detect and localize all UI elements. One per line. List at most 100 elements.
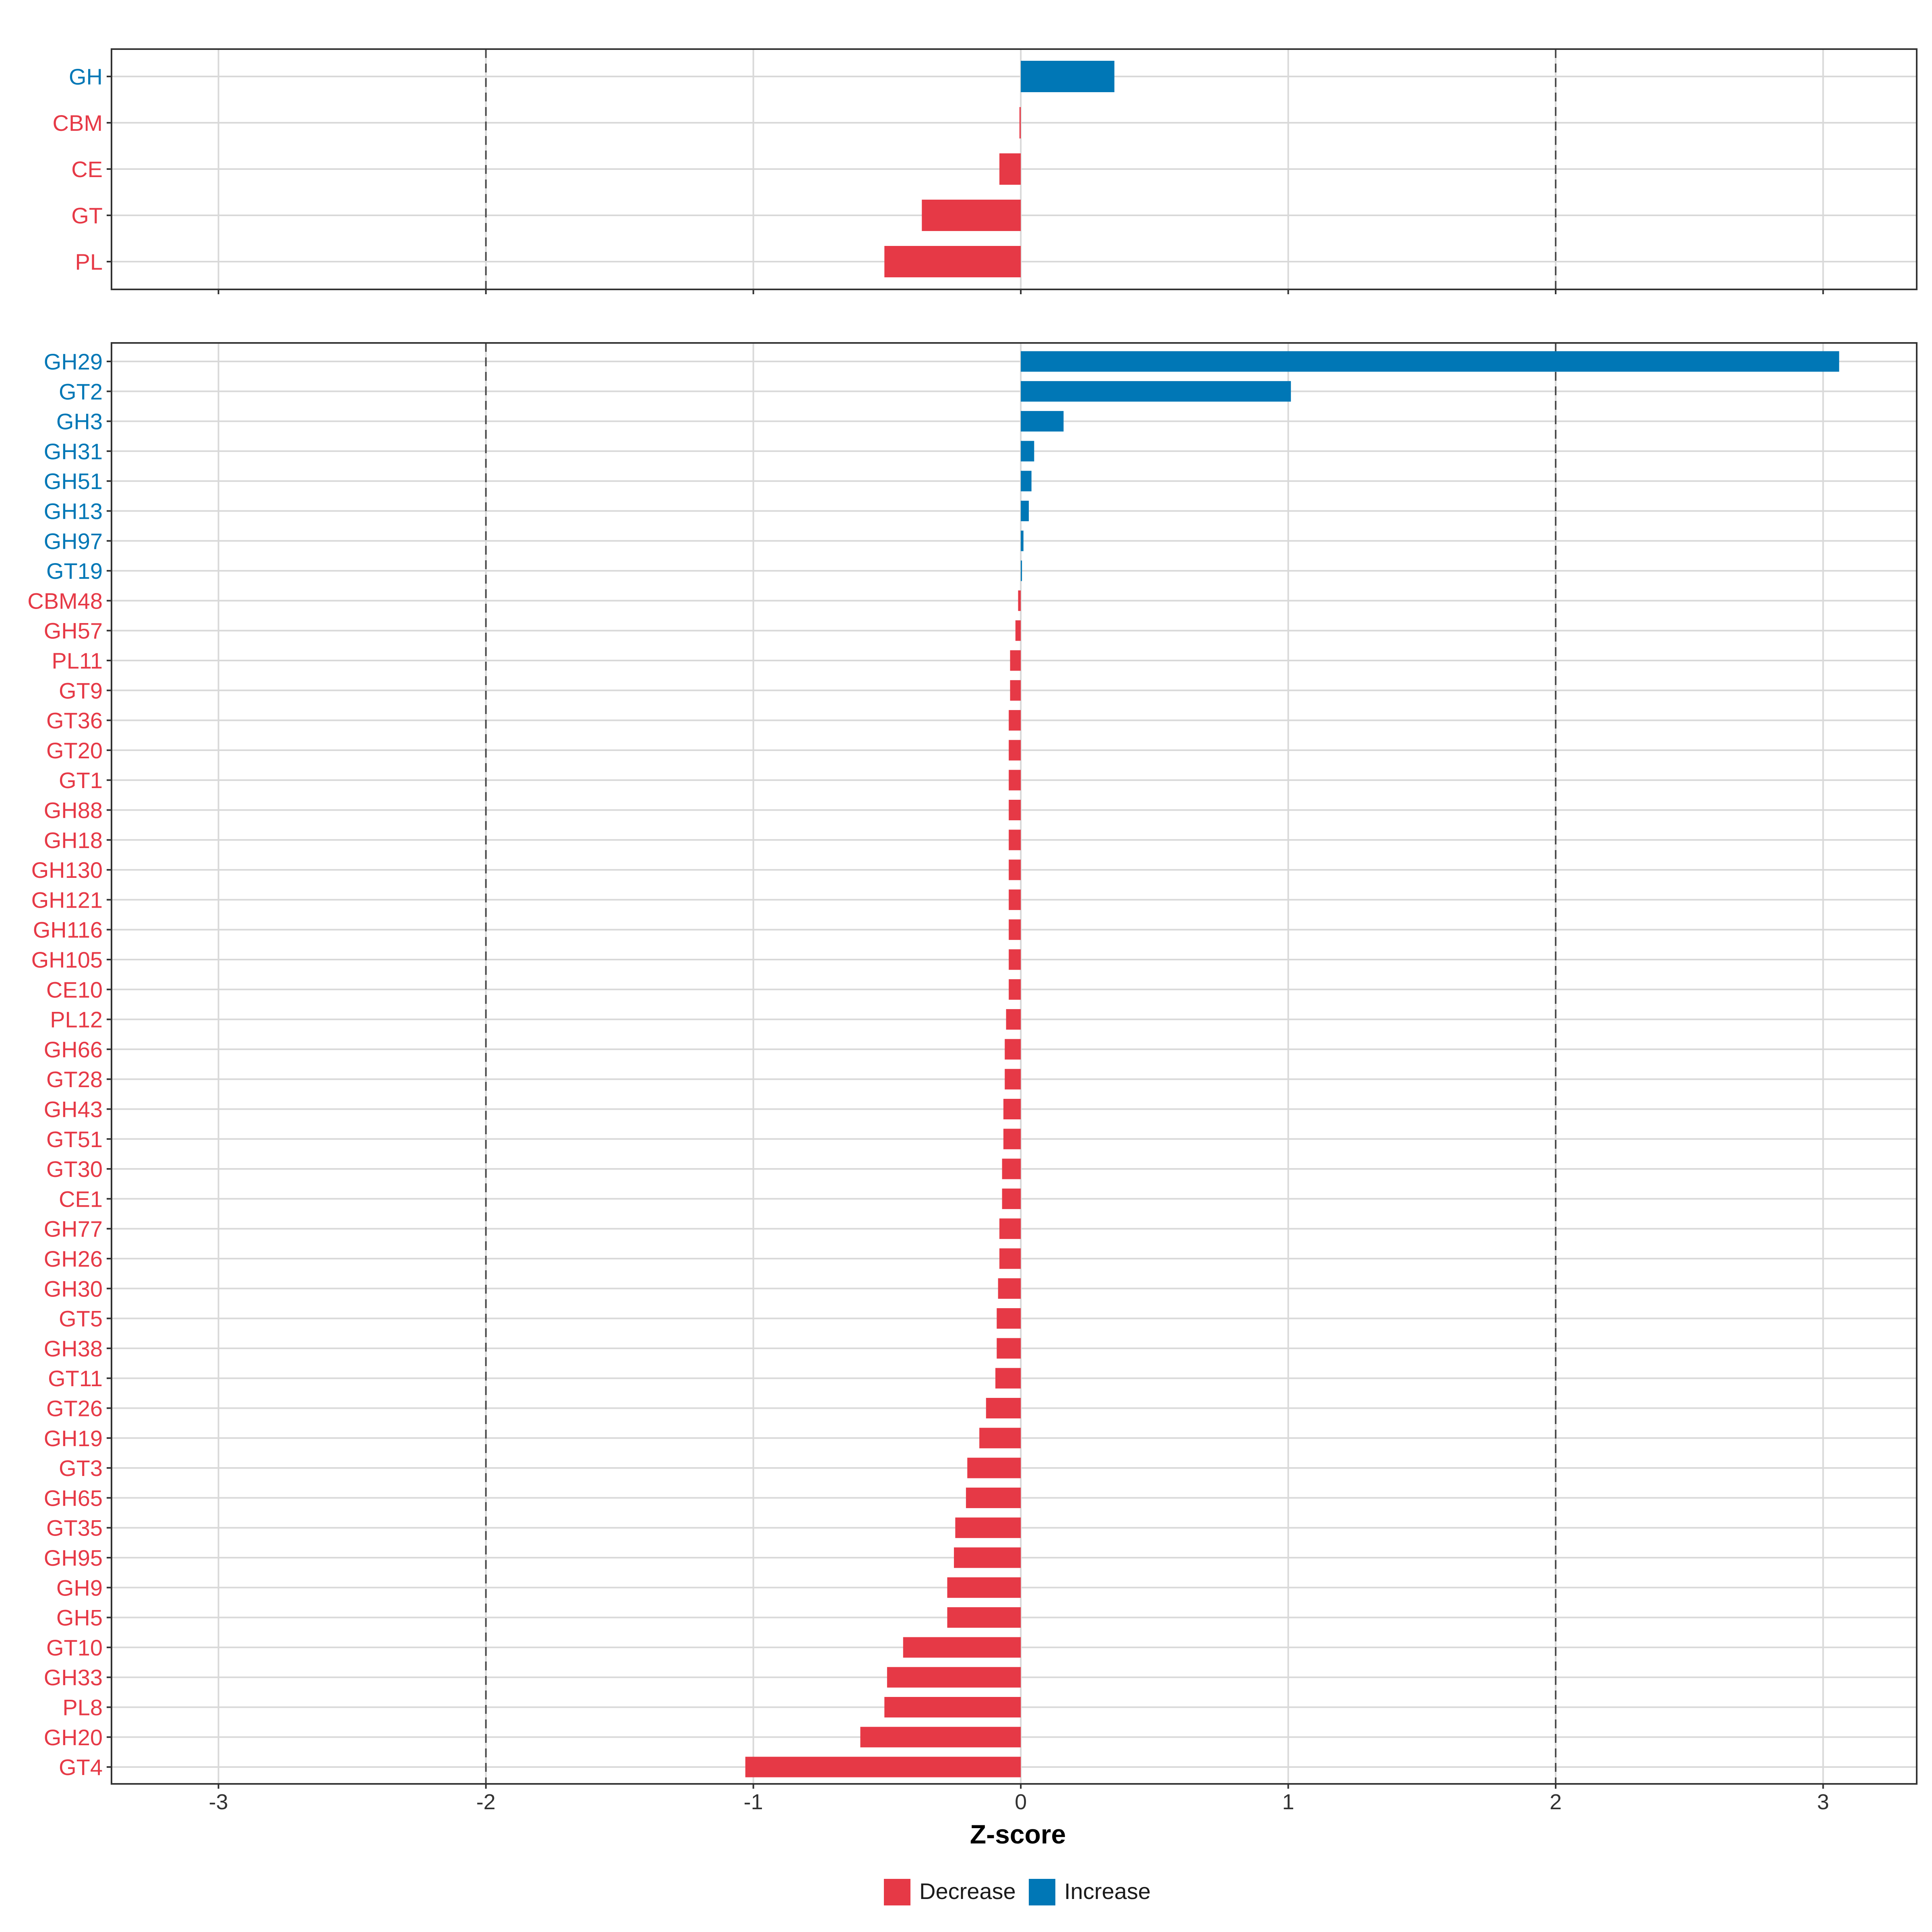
family-bar-GT1 — [1009, 770, 1021, 791]
family-bar-GH121 — [1009, 889, 1021, 910]
family-label-GT20: GT20 — [46, 738, 103, 763]
x-tick-label: 3 — [1817, 1790, 1829, 1814]
family-bar-GT51 — [1003, 1129, 1021, 1150]
family-label-GH97: GH97 — [44, 528, 103, 554]
family-bar-GH116 — [1009, 919, 1021, 940]
family-bar-GH5 — [947, 1607, 1021, 1628]
family-label-GH18: GH18 — [44, 828, 103, 853]
family-bar-GH38 — [997, 1338, 1021, 1359]
family-label-GH5: GH5 — [56, 1605, 103, 1631]
family-label-GH116: GH116 — [33, 917, 103, 943]
class-bar-CE — [999, 153, 1021, 185]
family-label-GT26: GT26 — [46, 1396, 103, 1421]
family-panel-border — [111, 342, 1918, 1785]
family-bar-GH65 — [966, 1487, 1021, 1508]
family-bar-GT19 — [1021, 560, 1022, 581]
class-bar-CBM — [1019, 107, 1021, 138]
family-label-GH121: GH121 — [31, 887, 103, 912]
family-label-GT9: GT9 — [59, 678, 103, 703]
family-label-CBM48: CBM48 — [27, 588, 103, 613]
family-bar-GT36 — [1009, 710, 1021, 731]
family-bar-GH9 — [947, 1577, 1021, 1598]
family-bar-GT28 — [1005, 1069, 1021, 1090]
family-label-GT10: GT10 — [46, 1635, 103, 1660]
family-bar-GH57 — [1015, 620, 1021, 641]
family-label-GT1: GT1 — [59, 768, 103, 793]
class-bar-GT — [922, 200, 1021, 231]
family-bar-CE1 — [1002, 1188, 1021, 1209]
family-bar-GH20 — [860, 1727, 1021, 1748]
legend-swatch-increase — [1029, 1879, 1055, 1905]
family-bar-GT20 — [1009, 740, 1021, 761]
family-bar-GT9 — [1010, 680, 1021, 701]
x-tick-label: 1 — [1282, 1790, 1294, 1814]
x-tick-label: -1 — [744, 1790, 763, 1814]
family-bar-GH29 — [1021, 351, 1839, 372]
family-bar-GT11 — [995, 1368, 1021, 1389]
family-label-GH29: GH29 — [44, 349, 103, 374]
family-bar-GH66 — [1005, 1039, 1021, 1060]
legend: Decrease Increase — [884, 1878, 1151, 1905]
class-bar-GH — [1021, 61, 1115, 92]
family-label-GH26: GH26 — [44, 1246, 103, 1271]
family-label-GH33: GH33 — [44, 1665, 103, 1690]
family-bar-CE10 — [1009, 979, 1021, 1000]
family-label-GH77: GH77 — [44, 1216, 103, 1242]
family-bar-GH43 — [1003, 1099, 1021, 1119]
family-bar-GH97 — [1021, 530, 1024, 551]
class-label-GH: GH — [69, 64, 103, 89]
family-bar-GT3 — [967, 1457, 1021, 1478]
family-bar-GH130 — [1009, 859, 1021, 880]
family-label-GH105: GH105 — [31, 947, 103, 972]
class-label-PL: PL — [75, 249, 103, 275]
class-bar-PL — [884, 246, 1021, 277]
family-label-GH66: GH66 — [44, 1037, 103, 1062]
family-label-PL12: PL12 — [50, 1007, 103, 1032]
legend-label-decrease: Decrease — [919, 1878, 1016, 1904]
family-label-GT2: GT2 — [59, 379, 103, 404]
x-axis: -3 -2 -1 0 1 2 3 — [209, 1790, 1829, 1814]
family-label-GH51: GH51 — [44, 469, 103, 494]
family-label-GH65: GH65 — [44, 1485, 103, 1511]
family-label-GT5: GT5 — [59, 1306, 103, 1331]
class-label-CE: CE — [71, 157, 103, 182]
class-panel: GH CBM CE GT PL — [53, 48, 1918, 294]
family-bar-GH33 — [887, 1667, 1021, 1688]
family-label-GT30: GT30 — [46, 1156, 103, 1182]
family-label-CE1: CE1 — [59, 1186, 103, 1212]
family-label-GT28: GT28 — [46, 1067, 103, 1092]
family-label-GH88: GH88 — [44, 798, 103, 823]
family-label-GT4: GT4 — [59, 1754, 103, 1780]
family-label-GH130: GH130 — [31, 857, 103, 883]
family-bar-GH18 — [1009, 830, 1021, 850]
family-label-GH9: GH9 — [56, 1575, 103, 1600]
family-bar-GH30 — [998, 1278, 1021, 1299]
family-label-GT11: GT11 — [48, 1366, 103, 1391]
family-label-GH30: GH30 — [44, 1276, 103, 1301]
family-label-GH20: GH20 — [44, 1725, 103, 1750]
family-bar-GT2 — [1021, 381, 1291, 402]
family-bar-GH95 — [954, 1547, 1021, 1568]
family-label-GH38: GH38 — [44, 1336, 103, 1361]
legend-label-increase: Increase — [1064, 1878, 1151, 1904]
x-tick-label: -3 — [209, 1790, 228, 1814]
legend-swatch-decrease — [884, 1879, 910, 1905]
family-bar-PL12 — [1006, 1009, 1021, 1030]
family-label-PL8: PL8 — [62, 1695, 103, 1720]
family-bar-GT4 — [745, 1757, 1021, 1777]
family-bar-GH3 — [1021, 411, 1064, 432]
family-label-PL11: PL11 — [52, 648, 103, 673]
class-label-CBM: CBM — [53, 110, 103, 136]
family-label-GH19: GH19 — [44, 1426, 103, 1451]
family-bar-GT10 — [903, 1637, 1021, 1658]
family-label-GH43: GH43 — [44, 1097, 103, 1122]
family-bar-GH105 — [1009, 949, 1021, 970]
family-label-GT36: GT36 — [46, 708, 103, 733]
family-bar-PL8 — [884, 1697, 1021, 1717]
family-bar-GH51 — [1021, 471, 1032, 491]
family-label-GH57: GH57 — [44, 618, 103, 644]
x-tick-label: 0 — [1015, 1790, 1027, 1814]
family-label-GT3: GT3 — [59, 1455, 103, 1481]
family-bar-GT30 — [1002, 1158, 1021, 1179]
